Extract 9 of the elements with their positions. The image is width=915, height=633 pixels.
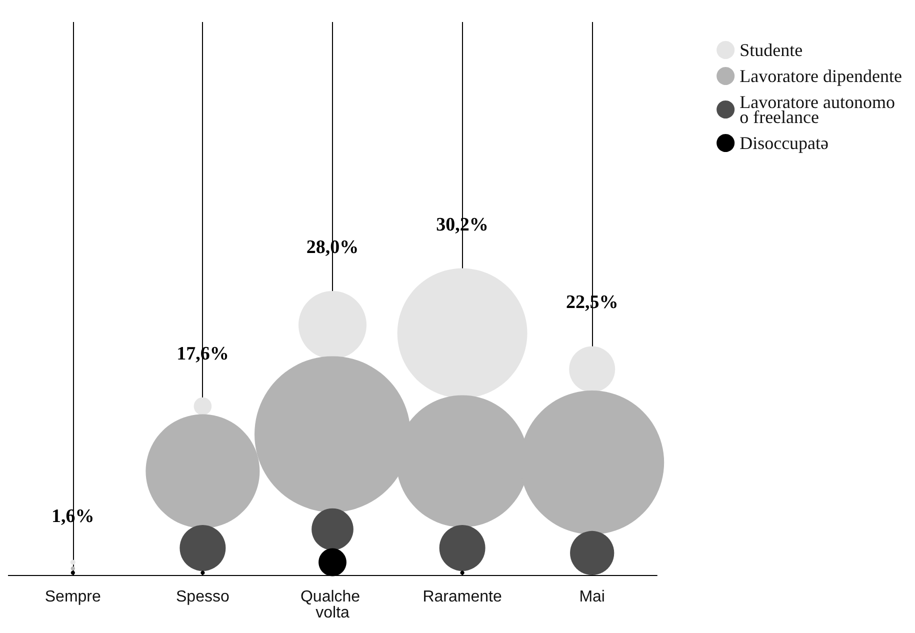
x-tick-label: Raramente	[422, 588, 502, 606]
x-tick-label: Qualche volta	[300, 588, 365, 622]
legend-label: Disoccupatə	[740, 133, 829, 153]
legend-label: Lavoratore autonomo o freelance	[740, 92, 896, 127]
x-tick-label: Spesso	[176, 588, 230, 606]
x-tick-label: Mai	[579, 588, 605, 606]
x-tick-label: Sempre	[44, 588, 102, 606]
legend-label: Studente	[740, 40, 803, 60]
legend-label: Lavoratore dipendente	[740, 66, 902, 86]
